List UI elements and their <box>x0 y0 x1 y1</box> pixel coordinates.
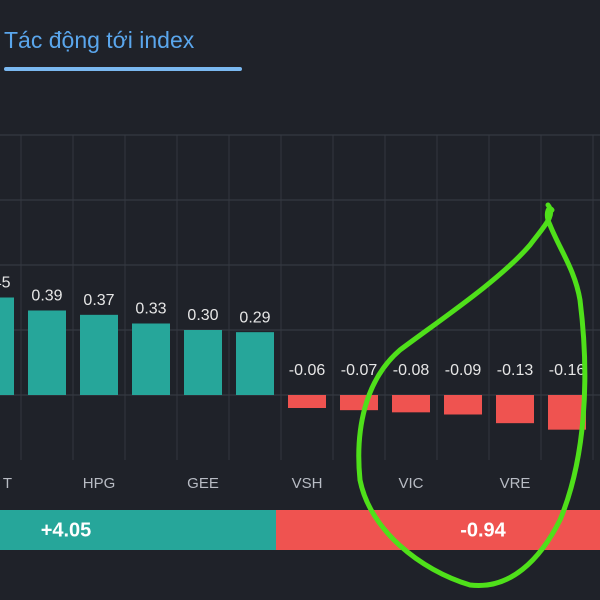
bar <box>184 330 222 395</box>
bar <box>548 395 586 430</box>
value-label: -0.13 <box>497 362 534 379</box>
positive-total-bar <box>0 510 276 550</box>
value-label: -0.07 <box>341 362 378 379</box>
bar <box>288 395 326 408</box>
bar <box>236 332 274 395</box>
value-label: 0.29 <box>239 309 270 326</box>
bar <box>392 395 430 413</box>
x-tick-label: VIC <box>398 475 423 492</box>
value-label: 0.45 <box>0 275 11 292</box>
grid <box>0 134 600 460</box>
bar <box>0 297 14 395</box>
value-label: -0.16 <box>549 362 586 379</box>
bars: 0.45 T 0.39 0.37 HPG 0.33 0.30 GEE 0.29 -0.06 VSH -… <box>0 275 586 492</box>
value-label: -0.08 <box>393 362 430 379</box>
bar <box>340 395 378 411</box>
x-tick-label: VSH <box>292 475 323 492</box>
bar <box>496 395 534 424</box>
x-tick-label: GEE <box>187 475 219 492</box>
positive-total: +4.05 <box>41 519 92 541</box>
bar <box>80 314 118 395</box>
x-tick-label: T <box>3 475 12 492</box>
title-underline <box>4 67 242 71</box>
value-label: 0.39 <box>31 288 62 305</box>
value-label: 0.33 <box>135 301 166 318</box>
value-label: 0.30 <box>187 307 218 324</box>
negative-total-bar <box>276 510 600 550</box>
value-label: -0.09 <box>445 362 482 379</box>
value-label: -0.06 <box>289 362 326 379</box>
chart-title: Tác động tới index <box>4 27 195 53</box>
value-label: 0.37 <box>83 292 114 309</box>
x-tick-label: VRE <box>500 475 531 492</box>
bar <box>132 323 170 395</box>
negative-total: -0.94 <box>460 519 506 541</box>
bar <box>28 310 66 395</box>
bar <box>444 395 482 415</box>
hand-drawn-annotation <box>356 202 588 589</box>
x-tick-label: HPG <box>83 475 116 492</box>
